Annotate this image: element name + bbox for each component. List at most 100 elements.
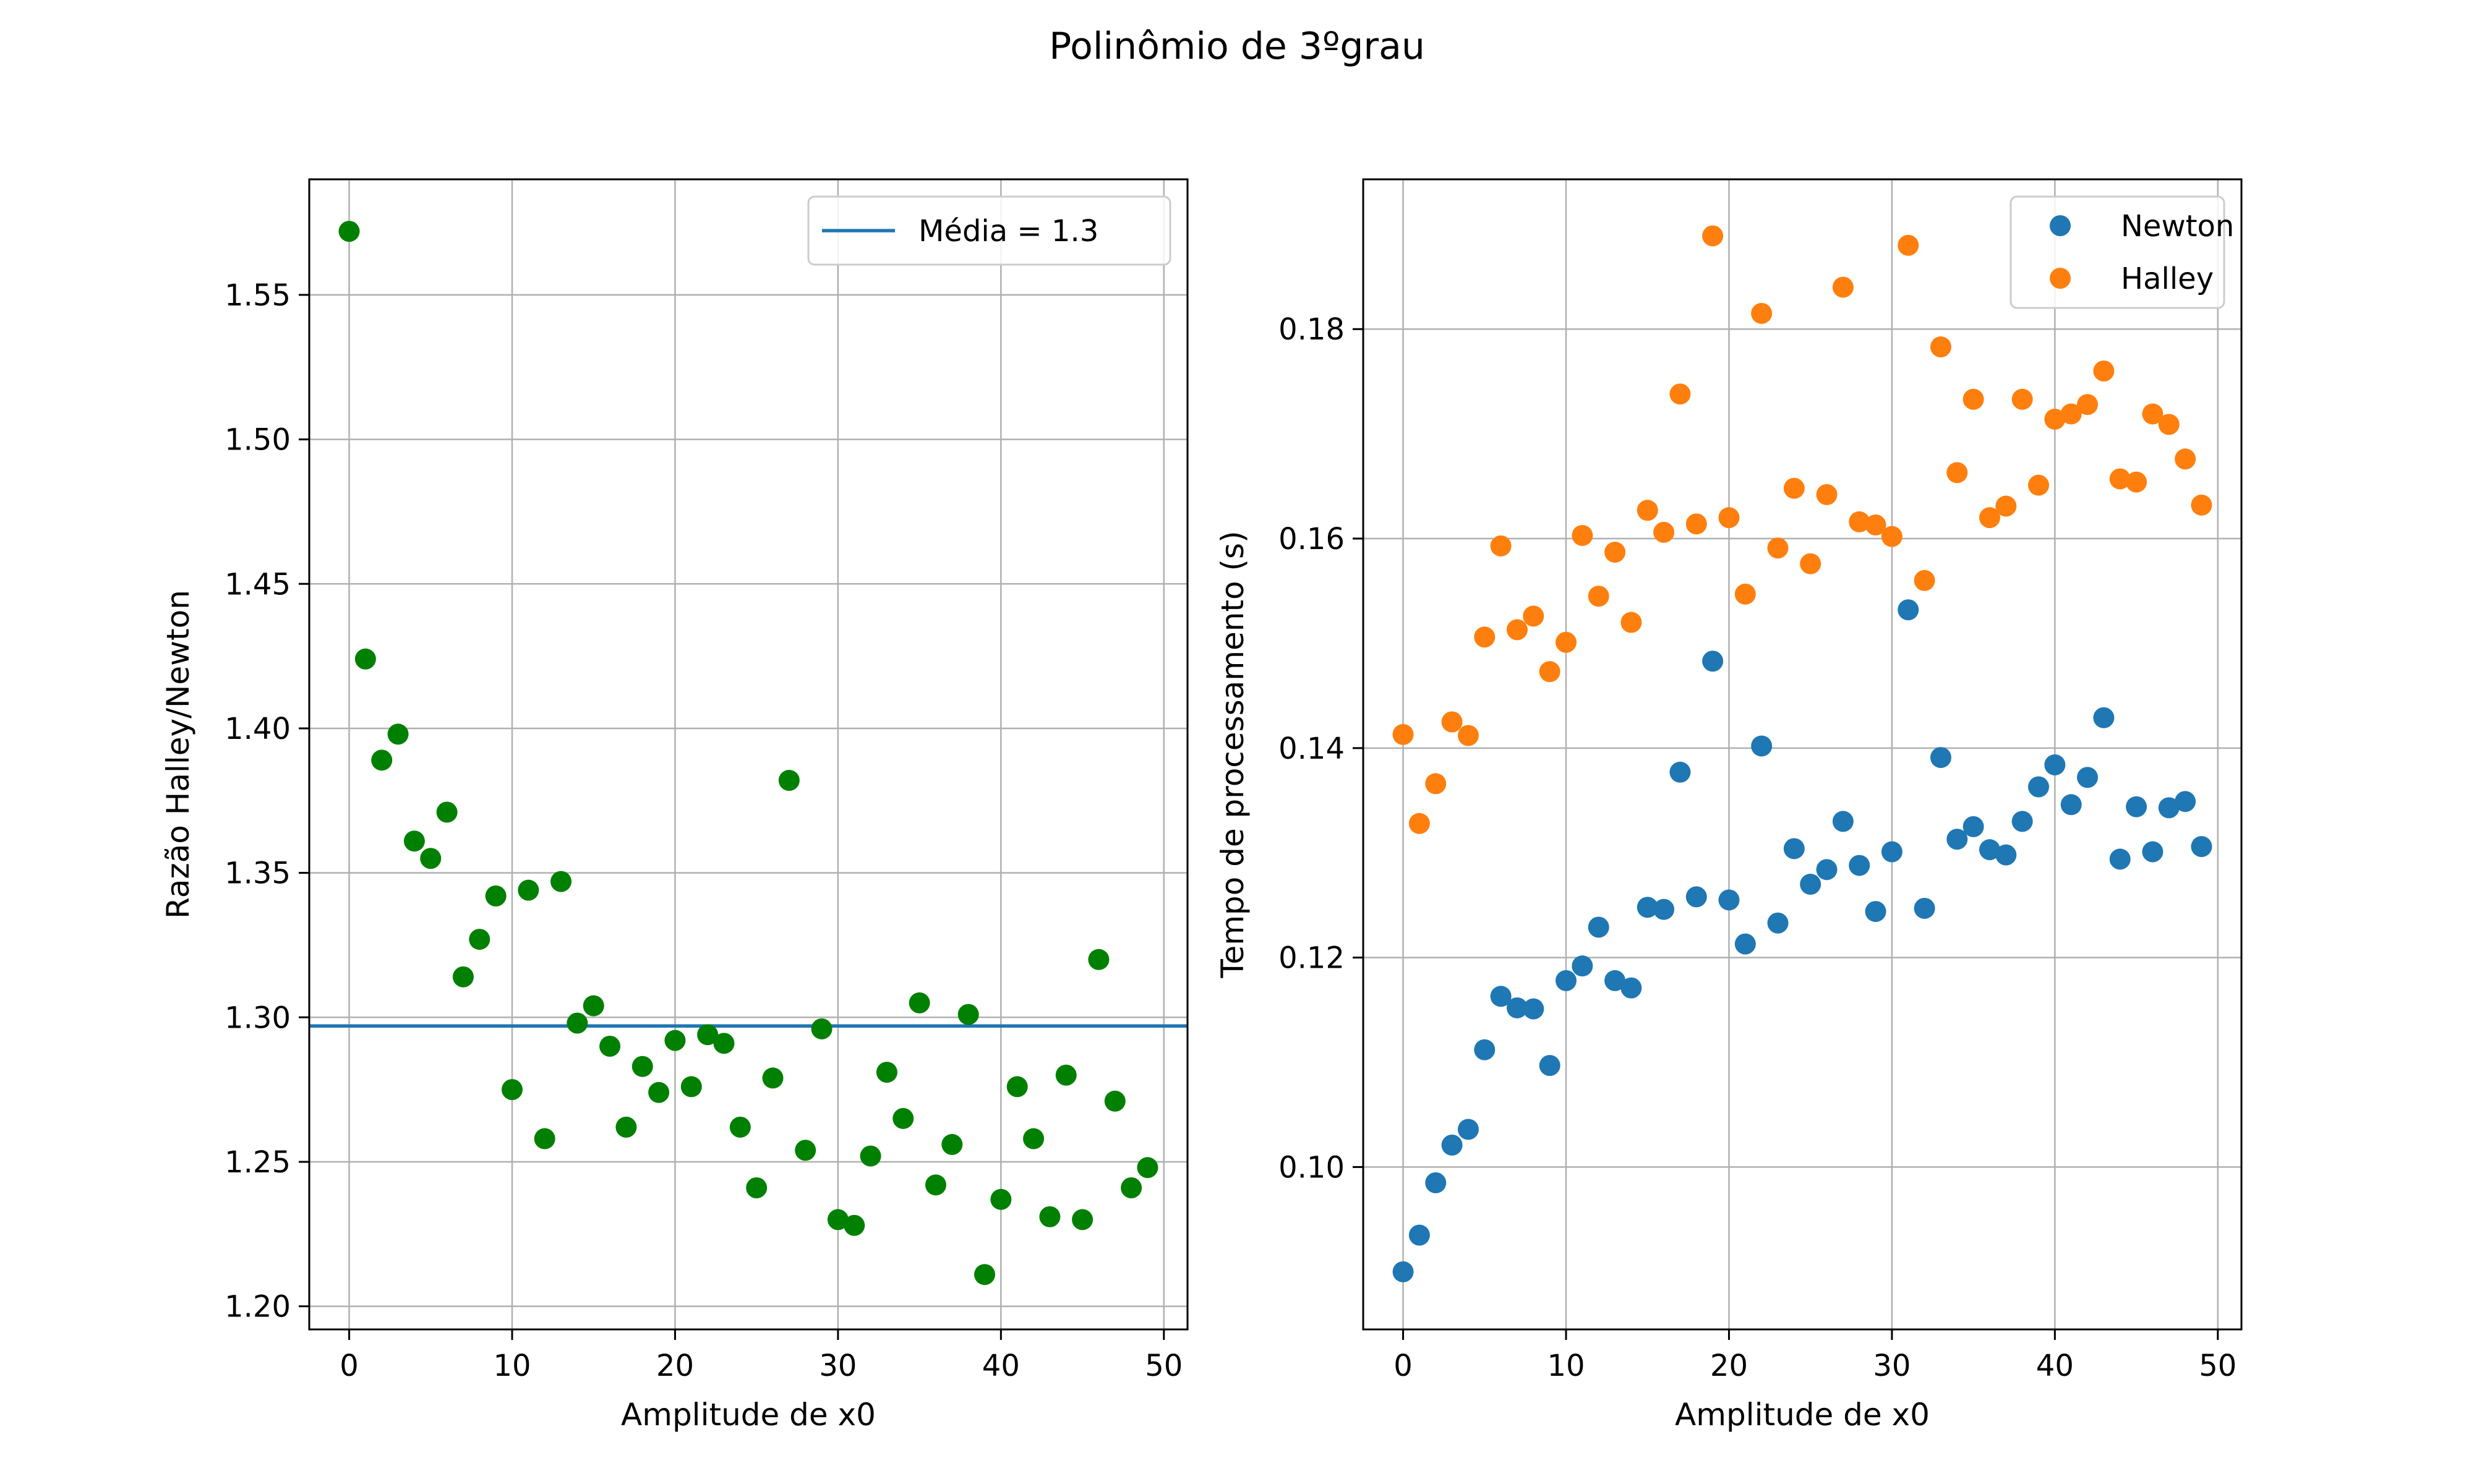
newton-point xyxy=(2109,848,2131,870)
y-tick-label: 0.12 xyxy=(1278,941,1345,976)
halley-point xyxy=(1995,495,2017,517)
newton-point xyxy=(1506,997,1528,1018)
halley-point xyxy=(1898,234,1919,256)
data-point xyxy=(746,1177,768,1199)
halley-point xyxy=(2158,414,2180,435)
data-point xyxy=(631,1055,653,1077)
newton-point xyxy=(2044,754,2066,775)
x-tick-label: 20 xyxy=(656,1349,694,1383)
data-point xyxy=(762,1067,784,1089)
data-point xyxy=(892,1107,914,1129)
data-point xyxy=(713,1033,735,1054)
data-point xyxy=(957,1004,979,1025)
halley-point xyxy=(1930,336,1951,358)
data-point xyxy=(990,1188,1012,1210)
newton-point xyxy=(2060,794,2082,816)
x-tick-label: 0 xyxy=(1393,1349,1413,1383)
x-tick-label: 10 xyxy=(1547,1349,1585,1383)
newton-point xyxy=(1979,839,2000,861)
halley-point xyxy=(1832,276,1854,298)
x-tick-label: 0 xyxy=(340,1349,359,1383)
data-point xyxy=(436,801,458,823)
halley-point xyxy=(1685,513,1707,535)
halley-point xyxy=(1751,302,1773,324)
newton-point xyxy=(1734,933,1756,955)
halley-point xyxy=(2126,471,2147,493)
newton-point xyxy=(2093,707,2115,728)
halley-point xyxy=(1457,725,1479,746)
halley-point xyxy=(2093,360,2115,382)
halley-point xyxy=(1620,612,1642,633)
data-point xyxy=(371,749,393,771)
ratio-chart: 0 10 20 30 40 50 1.20 1.25 1.30 1.35 1.40 1.45 1.50 1… xyxy=(160,178,1189,1433)
halley-point xyxy=(2175,448,2196,470)
data-point xyxy=(469,929,490,950)
halley-point xyxy=(1702,225,1724,247)
newton-point xyxy=(1898,599,1919,621)
newton-point xyxy=(1800,874,1821,895)
newton-point xyxy=(1751,735,1773,757)
halley-point xyxy=(2191,494,2212,516)
data-point xyxy=(452,966,474,987)
legend: Média = 1.3 xyxy=(807,195,1171,266)
x-tick-label: 50 xyxy=(1145,1349,1183,1383)
halley-point xyxy=(1572,524,1593,546)
halley-point xyxy=(1669,383,1691,405)
data-point xyxy=(909,992,930,1013)
newton-point xyxy=(2077,767,2099,788)
data-point xyxy=(354,648,376,670)
newton-point xyxy=(1963,816,1984,837)
newton-point xyxy=(1865,901,1886,923)
plot-frame xyxy=(1362,178,2243,1331)
data-point xyxy=(680,1076,702,1098)
newton-point xyxy=(1490,986,1512,1007)
halley-point xyxy=(2109,468,2131,490)
newton-point xyxy=(1637,897,1658,918)
newton-point xyxy=(1816,859,1838,881)
data-point xyxy=(925,1174,946,1196)
data-point xyxy=(1055,1064,1077,1086)
newton-point xyxy=(1767,912,1789,934)
data-point xyxy=(1121,1177,1142,1199)
halley-point xyxy=(2044,408,2066,430)
legend-marker-newton xyxy=(2050,215,2071,236)
newton-point xyxy=(1604,970,1626,991)
data-point xyxy=(941,1133,963,1155)
halley-point xyxy=(1963,388,1984,410)
y-tick-label: 1.40 xyxy=(225,712,291,746)
halley-point xyxy=(1637,500,1658,521)
data-point xyxy=(1088,949,1110,970)
data-point xyxy=(1137,1157,1158,1179)
data-point xyxy=(664,1030,686,1051)
newton-point xyxy=(1457,1119,1479,1140)
y-tick-label: 1.55 xyxy=(225,278,291,313)
newton-point xyxy=(1539,1055,1560,1077)
halley-point xyxy=(1783,477,1805,499)
newton-point xyxy=(1555,970,1577,991)
newton-point xyxy=(2126,796,2147,817)
halley-point xyxy=(1523,605,1544,627)
halley-point xyxy=(1425,773,1447,795)
newton-point xyxy=(1523,998,1544,1020)
data-point xyxy=(1006,1076,1028,1098)
data-point xyxy=(795,1140,816,1161)
newton-point xyxy=(2142,841,2164,863)
data-point xyxy=(1072,1209,1094,1230)
legend-label-newton: Newton xyxy=(2121,209,2234,244)
data-point xyxy=(827,1209,849,1230)
data-point xyxy=(1039,1206,1061,1227)
data-point xyxy=(550,871,572,892)
newton-point xyxy=(1669,761,1691,783)
x-axis-label: Amplitude de x0 xyxy=(1675,1397,1930,1433)
y-tick-label: 1.20 xyxy=(225,1290,291,1324)
halley-point xyxy=(1490,535,1512,556)
newton-point xyxy=(1685,886,1707,908)
x-axis-label: Amplitude de x0 xyxy=(621,1397,876,1433)
halley-point xyxy=(1392,723,1414,745)
y-tick-label: 1.25 xyxy=(225,1145,291,1180)
halley-point xyxy=(1946,462,1968,484)
newton-point xyxy=(1653,898,1675,920)
y-tick-label: 1.35 xyxy=(225,856,291,891)
y-tick-label: 0.10 xyxy=(1278,1150,1345,1185)
halley-point xyxy=(1506,619,1528,641)
